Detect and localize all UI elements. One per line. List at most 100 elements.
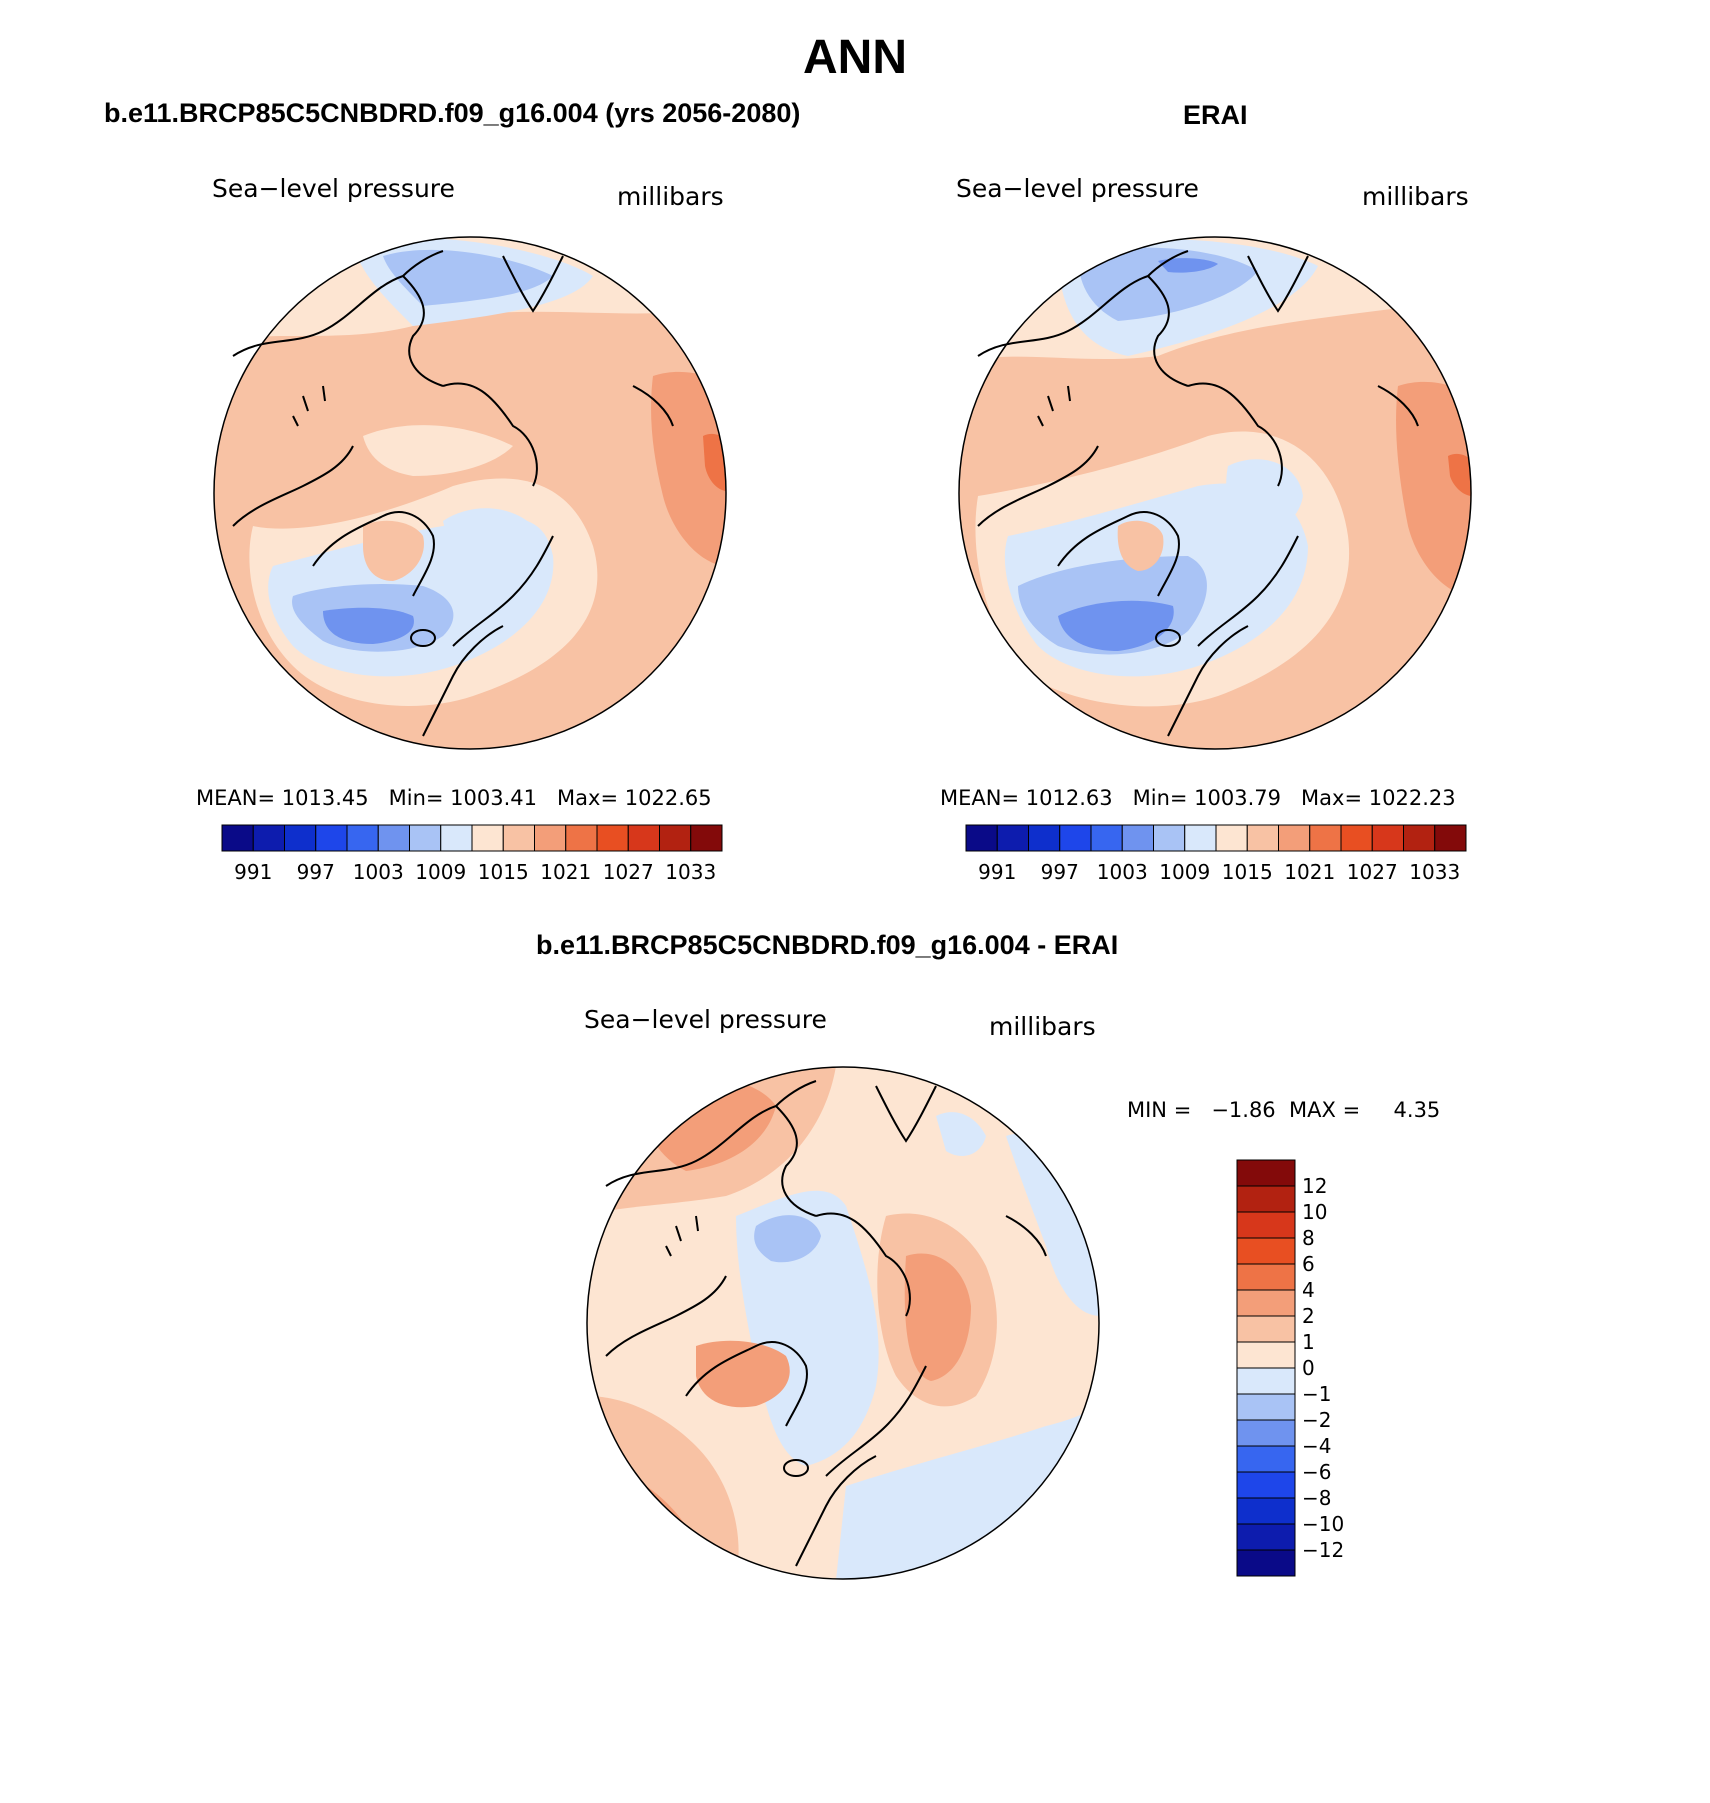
model-colorbar-box <box>440 824 473 852</box>
page-title: ANN <box>803 31 907 84</box>
model-colorbar-box <box>502 824 535 852</box>
model-colorbar-tick-label: 1021 <box>540 860 592 884</box>
diff-colorbar-box <box>1236 1419 1296 1447</box>
model-min-label: Min= <box>388 786 444 810</box>
model-colorbar <box>221 824 723 852</box>
obs-min: 1003.79 <box>1194 786 1282 810</box>
obs-colorbar-tick-label: 1015 <box>1221 860 1273 884</box>
model-colorbar-box <box>565 824 598 852</box>
model-colorbar-tick-label: 1015 <box>477 860 529 884</box>
model-max-label: Max= <box>557 786 619 810</box>
model-colorbar-box <box>377 824 410 852</box>
model-colorbar-tick-label: 1027 <box>602 860 654 884</box>
obs-colorbar-tick-label: 1009 <box>1159 860 1211 884</box>
model-colorbar-box <box>659 824 692 852</box>
obs-max-label: Max= <box>1301 786 1363 810</box>
obs-colorbar-box <box>1090 824 1123 852</box>
diff-units-label: millibars <box>989 1012 1096 1041</box>
obs-colorbar-tick-label: 1021 <box>1284 860 1336 884</box>
obs-colorbar-box <box>1153 824 1186 852</box>
diff-colorbar-box <box>1236 1185 1296 1213</box>
diff-colorbar-box <box>1236 1159 1296 1187</box>
diff-colorbar-tick-label: −1 <box>1302 1382 1332 1406</box>
obs-colorbar-tick-label: 991 <box>978 860 1017 884</box>
diff-colorbar-box <box>1236 1471 1296 1499</box>
obs-colorbar-box <box>965 824 998 852</box>
model-colorbar-box <box>315 824 348 852</box>
obs-colorbar-box <box>1278 824 1311 852</box>
obs-polar-map <box>958 236 1472 750</box>
obs-panel-title: ERAI <box>1183 100 1248 130</box>
obs-min-label: Min= <box>1132 786 1188 810</box>
obs-mean: 1012.63 <box>1025 786 1113 810</box>
model-colorbar-tick-label: 1033 <box>665 860 717 884</box>
model-panel-title: b.e11.BRCP85C5CNBDRD.f09_g16.004 (yrs 20… <box>104 98 801 128</box>
obs-colorbar-tick-label: 1003 <box>1096 860 1148 884</box>
model-colorbar-tick-label: 1009 <box>415 860 467 884</box>
obs-variable-label: Sea−level pressure <box>956 174 1199 203</box>
diff-colorbar-box <box>1236 1289 1296 1317</box>
obs-colorbar-tick-label: 1027 <box>1346 860 1398 884</box>
model-min: 1003.41 <box>450 786 538 810</box>
obs-colorbar-box <box>1028 824 1061 852</box>
diff-colorbar-tick-label: 10 <box>1302 1200 1328 1224</box>
model-max: 1022.65 <box>624 786 712 810</box>
model-units-label: millibars <box>617 182 724 211</box>
obs-colorbar-box <box>1434 824 1467 852</box>
diff-colorbar-box <box>1236 1393 1296 1421</box>
diff-colorbar-tick-label: −2 <box>1302 1408 1332 1432</box>
diff-panel-title: b.e11.BRCP85C5CNBDRD.f09_g16.004 - ERAI <box>536 930 1119 960</box>
model-colorbar-ticks: 991 997 1003 1009 1015 1021 1027 1033 <box>222 860 722 886</box>
obs-colorbar-box <box>1121 824 1154 852</box>
obs-colorbar-box <box>996 824 1029 852</box>
diff-colorbar-tick-label: 8 <box>1302 1226 1315 1250</box>
diff-colorbar-box <box>1236 1523 1296 1551</box>
model-colorbar-box <box>627 824 660 852</box>
model-polar-map <box>213 236 727 750</box>
model-stats: MEAN= 1013.45 Min= 1003.41 Max= 1022.65 <box>196 786 712 810</box>
diff-colorbar-tick-label: 12 <box>1302 1174 1328 1198</box>
model-colorbar-box <box>252 824 285 852</box>
obs-colorbar-box <box>1309 824 1342 852</box>
model-colorbar-box <box>471 824 504 852</box>
diff-colorbar-ticks: 12 10 8 6 4 2 1 0 −1 −2 −4 −6 −8 −10 −12 <box>1302 1160 1382 1576</box>
diff-colorbar-tick-label: 6 <box>1302 1252 1315 1276</box>
model-mean-label: MEAN= <box>196 786 276 810</box>
diff-colorbar-box <box>1236 1341 1296 1369</box>
obs-colorbar-box <box>1246 824 1279 852</box>
model-colorbar-tick-label: 991 <box>234 860 273 884</box>
obs-colorbar-box <box>1215 824 1248 852</box>
diff-minmax: MIN = −1.86 MAX = 4.35 <box>1127 1098 1441 1122</box>
obs-colorbar-tick-label: 997 <box>1040 860 1079 884</box>
obs-max: 1022.23 <box>1368 786 1456 810</box>
model-colorbar-tick-label: 997 <box>296 860 335 884</box>
diff-colorbar-tick-label: 2 <box>1302 1304 1315 1328</box>
diff-colorbar-tick-label: −8 <box>1302 1486 1332 1510</box>
model-mean: 1013.45 <box>281 786 369 810</box>
model-variable-label: Sea−level pressure <box>212 174 455 203</box>
obs-colorbar <box>965 824 1467 852</box>
model-colorbar-box <box>221 824 254 852</box>
model-colorbar-box <box>596 824 629 852</box>
obs-colorbar-box <box>1184 824 1217 852</box>
obs-units-label: millibars <box>1362 182 1469 211</box>
model-colorbar-box <box>690 824 723 852</box>
obs-colorbar-box <box>1340 824 1373 852</box>
diff-colorbar-box <box>1236 1367 1296 1395</box>
diff-colorbar-box <box>1236 1549 1296 1577</box>
diff-colorbar-box <box>1236 1445 1296 1473</box>
model-colorbar-box <box>284 824 317 852</box>
diff-colorbar-box <box>1236 1263 1296 1291</box>
diff-colorbar <box>1236 1159 1296 1577</box>
diff-colorbar-tick-label: 0 <box>1302 1356 1315 1380</box>
diff-colorbar-tick-label: −10 <box>1302 1512 1345 1536</box>
diff-colorbar-tick-label: −4 <box>1302 1434 1332 1458</box>
diff-variable-label: Sea−level pressure <box>584 1005 827 1034</box>
diff-colorbar-tick-label: 1 <box>1302 1330 1315 1354</box>
diff-colorbar-tick-label: 4 <box>1302 1278 1315 1302</box>
model-colorbar-tick-label: 1003 <box>352 860 404 884</box>
model-colorbar-box <box>534 824 567 852</box>
diff-colorbar-box <box>1236 1211 1296 1239</box>
obs-colorbar-box <box>1371 824 1404 852</box>
obs-colorbar-box <box>1059 824 1092 852</box>
